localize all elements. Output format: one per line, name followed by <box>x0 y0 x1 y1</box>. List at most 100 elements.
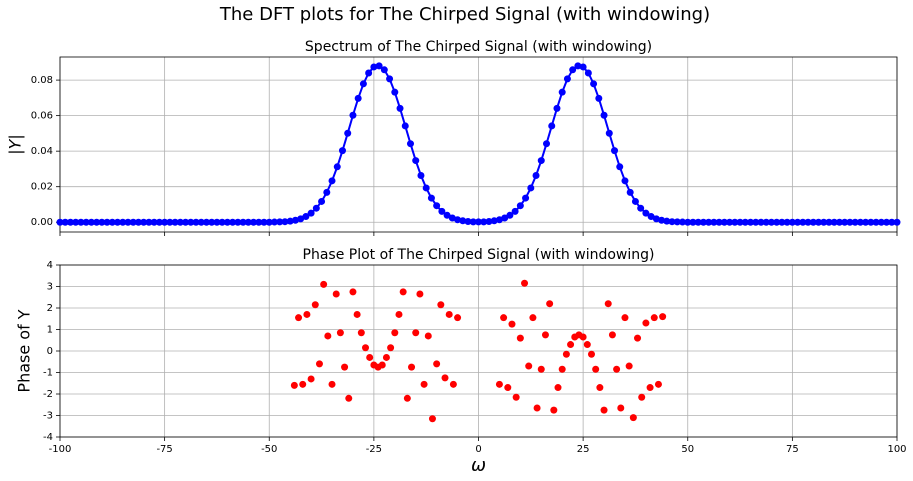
data-point <box>166 218 174 226</box>
data-point <box>182 218 190 226</box>
data-point <box>788 218 796 226</box>
data-point <box>336 329 344 337</box>
axes-title: Spectrum of The Chirped Signal (with win… <box>305 39 652 55</box>
data-point <box>370 63 378 71</box>
data-point <box>893 218 901 226</box>
data-point <box>150 218 158 226</box>
data-point <box>66 218 74 226</box>
data-point <box>382 353 390 361</box>
data-point <box>124 218 132 226</box>
data-point <box>103 218 111 226</box>
data-point <box>437 301 445 309</box>
data-point <box>176 218 184 226</box>
y-tick-label: 0.02 <box>31 182 53 193</box>
data-point <box>715 218 723 226</box>
data-point <box>710 218 718 226</box>
data-point <box>396 104 404 112</box>
data-point <box>299 380 307 388</box>
data-point <box>521 279 529 287</box>
data-point <box>694 218 702 226</box>
data-point <box>543 140 551 148</box>
data-point <box>587 350 595 358</box>
data-point <box>449 380 457 388</box>
data-point <box>265 218 273 226</box>
data-point <box>629 414 637 422</box>
data-point <box>527 184 535 192</box>
data-point <box>501 214 509 222</box>
data-point <box>600 406 608 414</box>
data-point <box>324 332 332 340</box>
data-point <box>684 218 692 226</box>
data-point <box>762 218 770 226</box>
data-point <box>608 331 616 339</box>
data-point <box>61 218 69 226</box>
data-point <box>362 344 370 352</box>
x-tick-label: -25 <box>366 444 382 455</box>
y-tick-label: 4 <box>47 260 53 271</box>
y-tick-label: -4 <box>43 432 53 443</box>
data-point <box>171 218 179 226</box>
data-point <box>475 218 482 226</box>
data-point <box>218 218 226 226</box>
data-point <box>302 213 310 221</box>
data-point <box>387 344 395 352</box>
y-tick-label: -1 <box>43 368 53 379</box>
data-point <box>119 218 127 226</box>
data-point <box>328 177 336 185</box>
data-point <box>554 384 562 392</box>
data-point <box>229 218 237 226</box>
data-point <box>403 394 411 402</box>
data-point <box>558 88 566 96</box>
data-point <box>480 218 488 226</box>
data-point <box>621 314 629 322</box>
data-point <box>621 177 629 185</box>
data-point <box>399 288 407 296</box>
data-point <box>888 218 896 226</box>
x-tick-label: 100 <box>887 444 906 455</box>
data-point <box>558 365 566 373</box>
data-point <box>213 218 221 226</box>
data-point <box>438 207 446 215</box>
data-point <box>338 147 346 155</box>
data-point <box>506 211 514 219</box>
data-point <box>605 129 613 137</box>
data-point <box>516 334 524 342</box>
x-tick-label: 75 <box>786 444 799 455</box>
data-point <box>731 218 739 226</box>
data-point <box>416 290 424 298</box>
data-point <box>830 218 838 226</box>
data-point <box>699 218 707 226</box>
data-point <box>541 331 549 339</box>
data-point <box>647 213 655 221</box>
data-point <box>244 218 252 226</box>
data-point <box>234 218 242 226</box>
data-point <box>464 218 472 226</box>
data-point <box>579 333 587 341</box>
data-point <box>546 300 554 308</box>
x-tick-label: -100 <box>49 444 72 455</box>
data-point <box>529 314 537 322</box>
y-tick-label: -3 <box>43 411 53 422</box>
data-point <box>584 69 592 77</box>
data-point <box>650 314 658 322</box>
data-point <box>525 362 533 370</box>
data-point <box>129 218 137 226</box>
data-point <box>380 66 388 74</box>
data-point <box>93 218 101 226</box>
data-point <box>668 218 676 226</box>
data-point <box>345 394 353 402</box>
data-point <box>375 62 383 70</box>
data-point <box>799 218 807 226</box>
data-point <box>522 194 530 202</box>
data-point <box>197 218 205 226</box>
data-point <box>276 218 284 226</box>
data-point <box>454 314 462 322</box>
y-tick-label: -2 <box>43 389 53 400</box>
data-point <box>315 360 323 368</box>
data-point <box>841 218 849 226</box>
data-point <box>825 218 833 226</box>
x-tick-label: -75 <box>156 444 172 455</box>
data-point <box>82 218 90 226</box>
data-point <box>318 197 326 205</box>
